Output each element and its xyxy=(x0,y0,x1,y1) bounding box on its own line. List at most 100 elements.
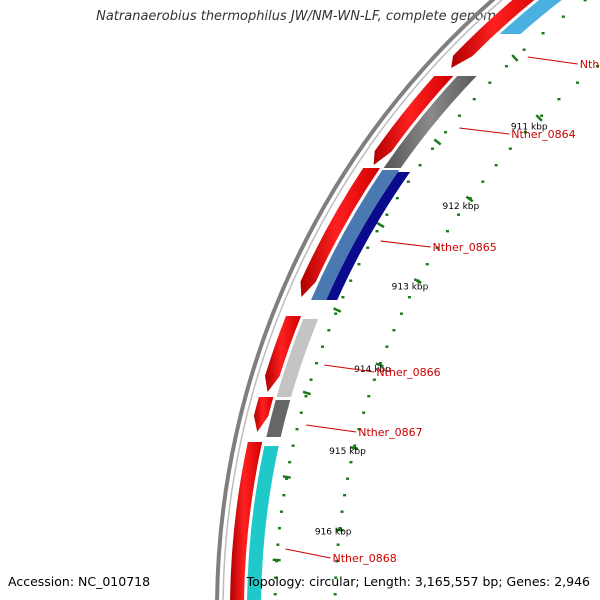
ruler-dot xyxy=(595,65,599,68)
cds-bar xyxy=(383,76,477,168)
gene-arrow xyxy=(265,316,302,392)
ruler-dot xyxy=(372,378,376,381)
ruler-dot xyxy=(343,494,347,497)
gene-leader-line xyxy=(324,364,375,373)
inner-ruler-tick xyxy=(332,307,342,313)
ruler-tick-label: 914 kbp xyxy=(354,365,391,375)
gene-arrow xyxy=(373,76,454,165)
inner-ruler-dot xyxy=(444,131,448,134)
ruler-dot xyxy=(378,362,382,365)
ruler-dot xyxy=(338,527,342,530)
inner-ruler-dot xyxy=(295,428,299,431)
ruler-dot xyxy=(523,131,527,134)
gene-arrow xyxy=(230,442,263,600)
ruler-dot xyxy=(508,147,512,150)
ruler-tick-label: 912 kbp xyxy=(443,202,480,212)
ruler-dot xyxy=(494,164,498,167)
inner-ruler-dot xyxy=(357,263,361,266)
gene-label[interactable]: Nther_0867 xyxy=(358,426,422,439)
cds-bar xyxy=(266,400,291,437)
inner-ruler-dot xyxy=(315,362,319,365)
ruler-dot xyxy=(367,395,371,398)
inner-ruler-dot xyxy=(472,98,476,101)
inner-ruler-dot xyxy=(522,48,526,51)
cds-bar xyxy=(499,0,562,34)
ruler-dot xyxy=(425,263,429,266)
ruler-tick-label: 915 kbp xyxy=(329,447,366,457)
inner-ruler-dot xyxy=(395,197,399,200)
ruler-dot xyxy=(540,114,544,117)
ruler-dot xyxy=(392,329,396,332)
inner-ruler-tick xyxy=(376,221,385,229)
ruler-dot xyxy=(346,477,350,480)
inner-ruler-dot xyxy=(375,230,379,233)
cds-bar xyxy=(326,172,411,300)
ruler-major-tick xyxy=(349,445,359,451)
ruler-dot xyxy=(457,213,461,216)
ruler-dot xyxy=(385,345,389,348)
gene-leader-line xyxy=(527,56,578,65)
ruler-major-tick xyxy=(465,195,474,203)
inner-ruler-dot xyxy=(291,444,295,447)
ruler-dot xyxy=(481,180,485,183)
ruler-dot xyxy=(557,98,561,101)
inner-ruler-dot xyxy=(430,147,434,150)
inner-ruler-dot xyxy=(349,279,353,282)
gene-leader-line xyxy=(380,240,431,248)
ruler-dot xyxy=(336,543,340,546)
ruler-dot xyxy=(407,296,411,299)
inner-ruler-dot xyxy=(366,246,370,249)
ruler-tick-label: 911 kbp xyxy=(511,122,548,132)
inner-ruler-dot xyxy=(304,395,308,398)
ruler-dot xyxy=(399,312,403,315)
inner-ruler-dot xyxy=(274,576,278,579)
gene-label[interactable]: Nther_0863 xyxy=(580,58,600,71)
gene-leader-line xyxy=(459,127,510,135)
map-title: Natranaerobius thermophilus JW/NM-WN-LF,… xyxy=(96,9,504,24)
ruler-dot xyxy=(333,593,337,596)
gene-arrow xyxy=(451,0,535,68)
inner-ruler-dot xyxy=(277,527,281,530)
inner-ruler-dot xyxy=(341,296,345,299)
inner-ruler-dot xyxy=(309,378,313,381)
gene-leader-line xyxy=(285,548,331,559)
inner-ruler-dot xyxy=(273,593,277,596)
ruler-dot xyxy=(445,230,449,233)
gene-label[interactable]: Nther_0865 xyxy=(433,241,497,254)
cds-bar xyxy=(310,170,400,300)
ruler-dot xyxy=(340,510,344,513)
ruler-tick-label: 916 kbp xyxy=(315,527,352,537)
inner-ruler-dot xyxy=(282,494,286,497)
accession-label: Accession: NC_010718 xyxy=(8,574,151,589)
ruler-major-tick xyxy=(375,362,384,368)
inner-ruler-dot xyxy=(561,15,565,18)
gene-label[interactable]: Nther_0864 xyxy=(511,128,575,141)
gene-leader-line xyxy=(306,424,357,433)
inner-ruler-tick xyxy=(302,390,312,396)
inner-ruler-dot xyxy=(299,411,303,414)
gene-label[interactable]: Nther_0866 xyxy=(376,366,440,379)
ruler-major-tick xyxy=(413,278,422,284)
ruler-tick-label: 913 kbp xyxy=(392,283,429,293)
inner-ruler-dot xyxy=(285,477,289,480)
inner-ruler-dot xyxy=(288,461,292,464)
gene-label[interactable]: Nther_0868 xyxy=(332,552,396,565)
inner-ruler-dot xyxy=(327,329,331,332)
cds-bar xyxy=(247,446,279,600)
inner-ruler-tick xyxy=(272,558,281,562)
ruler-dot xyxy=(349,461,353,464)
ruler-dot xyxy=(575,81,579,84)
ruler-dot xyxy=(334,576,338,579)
inner-ruler-dot xyxy=(504,65,508,68)
inner-ruler-tick xyxy=(511,54,519,62)
ruler-dot xyxy=(353,444,357,447)
ruler-major-tick xyxy=(335,528,344,532)
cds-bar xyxy=(276,319,319,397)
gene-arrow xyxy=(300,168,381,297)
inner-ruler-dot xyxy=(385,213,389,216)
ruler-dot xyxy=(435,246,439,249)
ruler-dot xyxy=(335,560,339,563)
inner-ruler-dot xyxy=(488,81,492,84)
